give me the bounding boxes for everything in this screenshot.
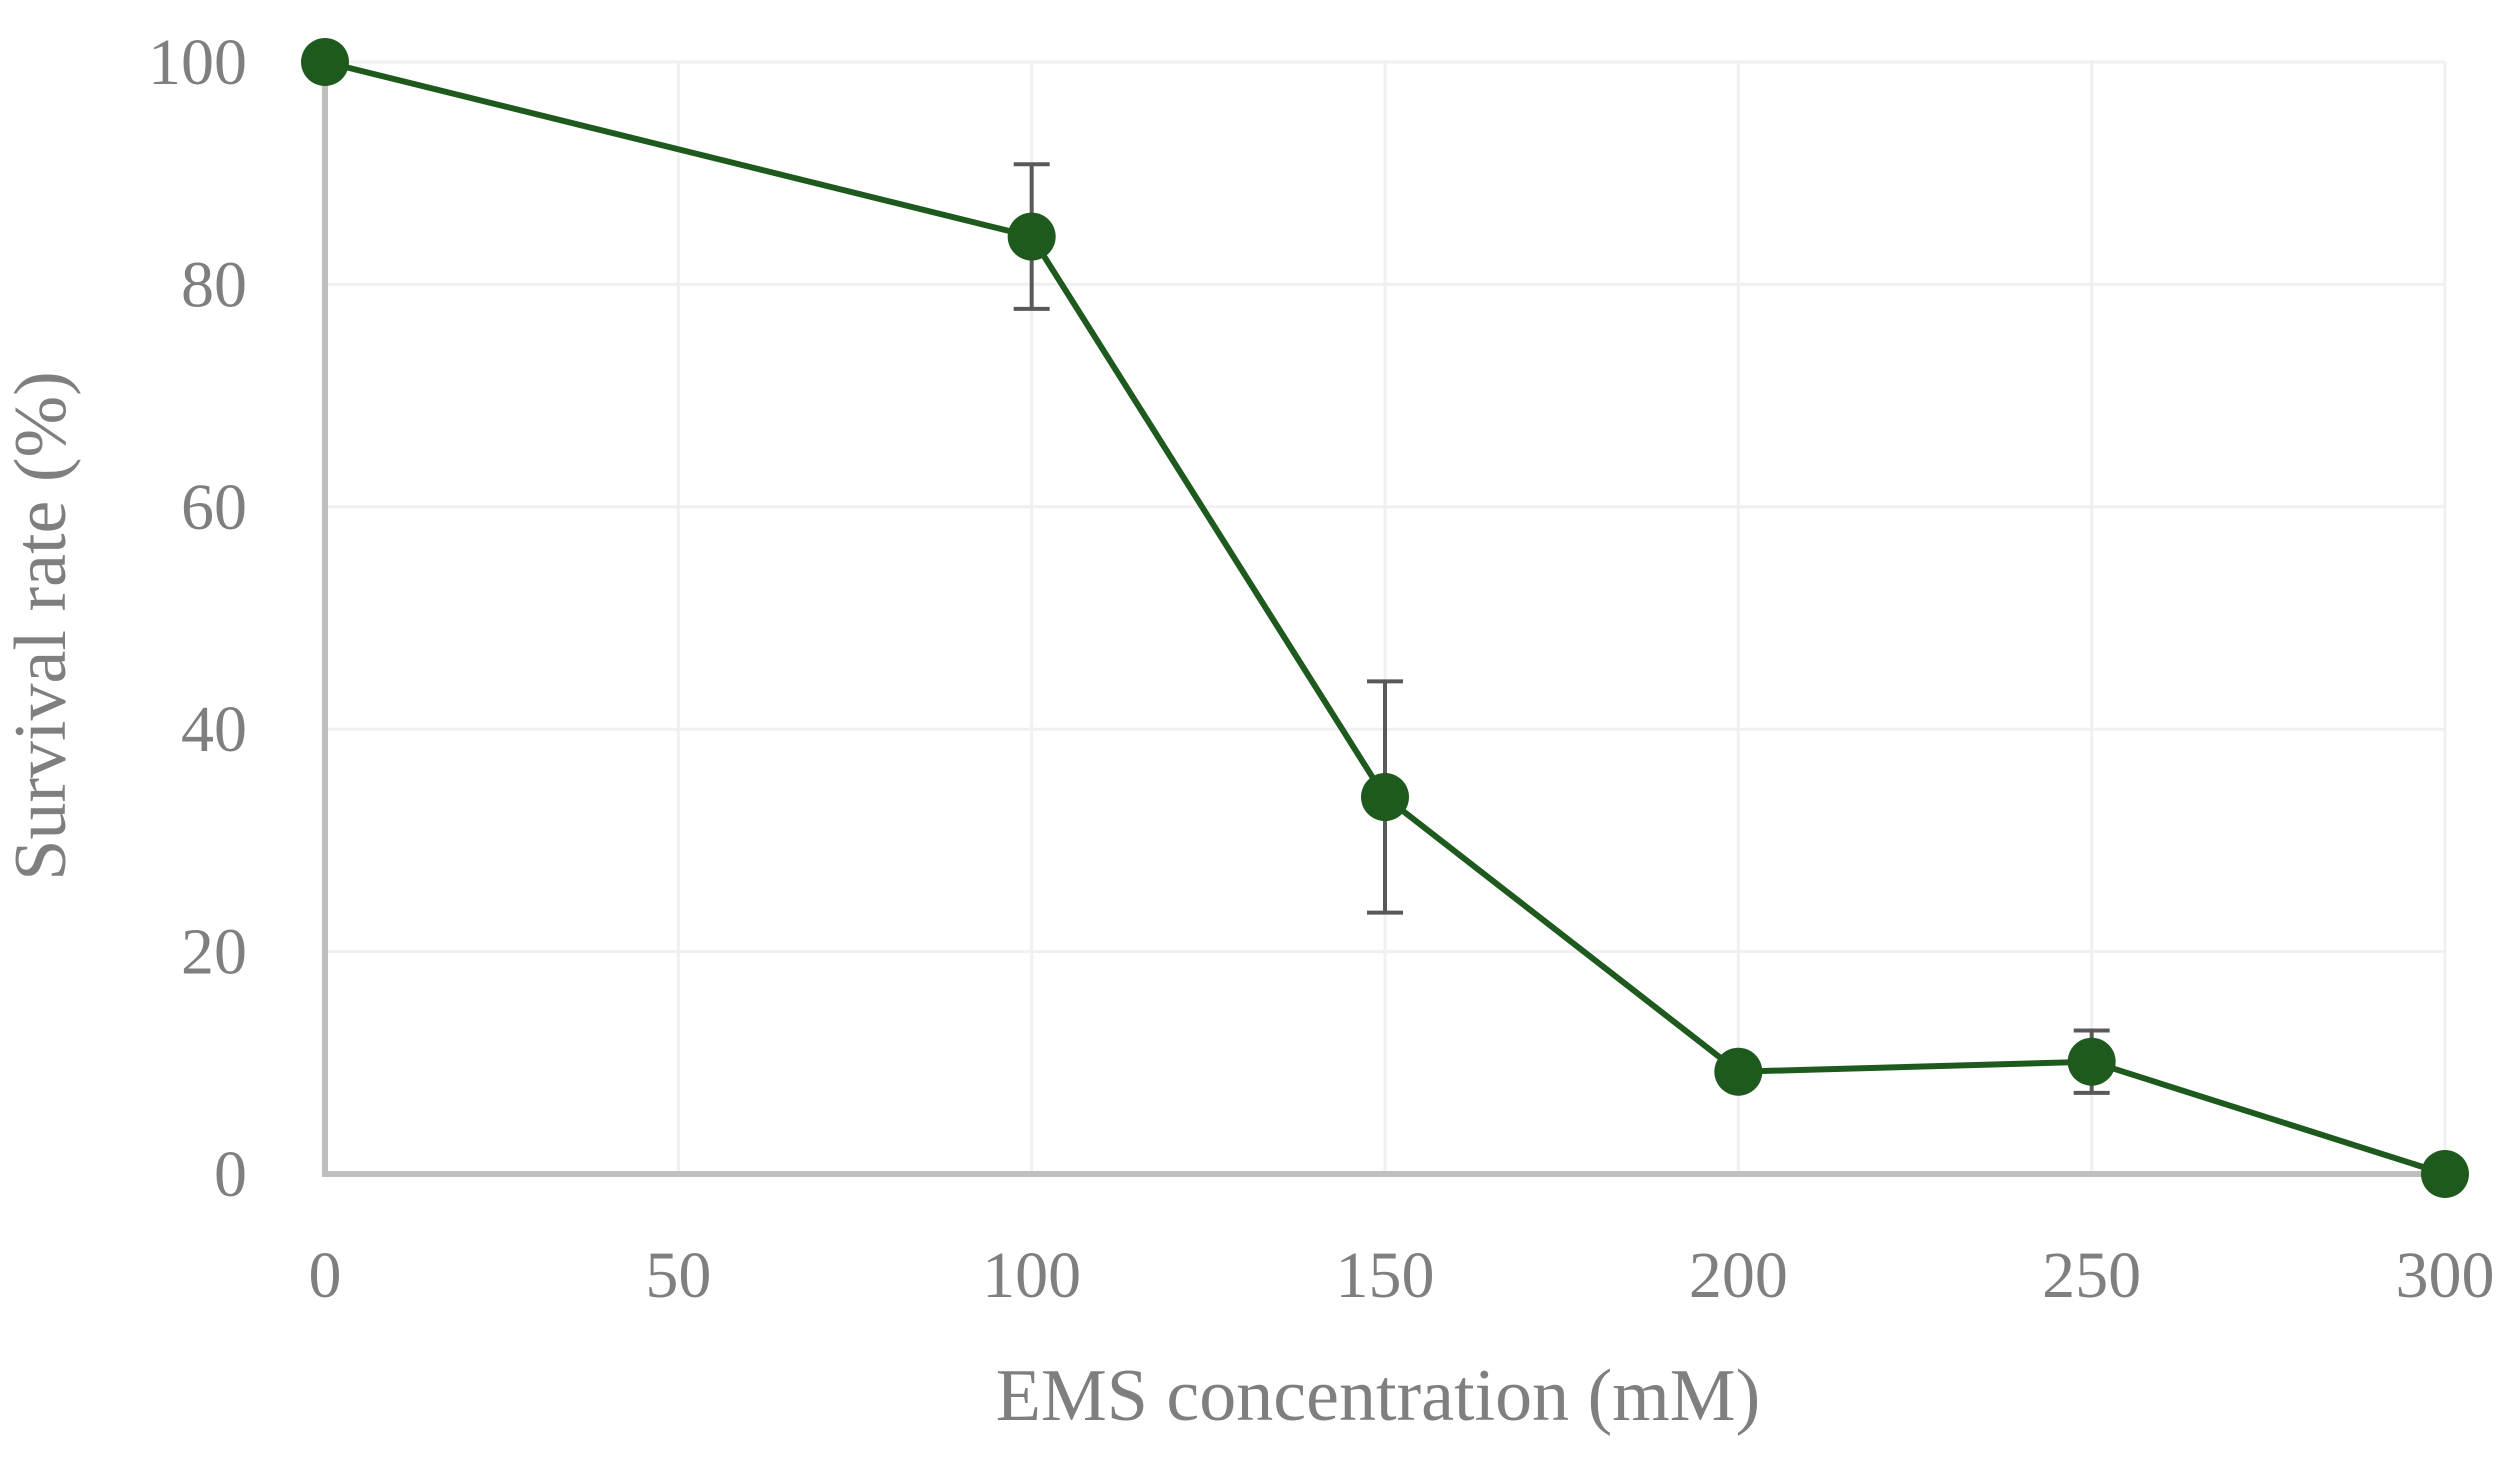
x-axis-title: EMS concentration (mM) — [996, 1355, 1761, 1437]
x-tick-label: 300 — [2396, 1239, 2495, 1312]
data-point — [2421, 1150, 2469, 1198]
x-tick-label: 150 — [1336, 1239, 1435, 1312]
data-point — [301, 38, 349, 86]
data-point — [1007, 212, 1056, 261]
x-tick-label: 200 — [1689, 1239, 1788, 1312]
axes — [322, 62, 2445, 1177]
y-tick-label: 20 — [181, 916, 247, 989]
x-tick-label: 100 — [982, 1239, 1081, 1312]
y-tick-label: 40 — [181, 693, 247, 766]
data-series — [301, 38, 2469, 1198]
y-tick-label: 100 — [148, 26, 247, 99]
x-tick-label: 250 — [2042, 1239, 2141, 1312]
data-point — [1361, 773, 1409, 822]
series-line — [324, 59, 2446, 1177]
y-tick-label: 60 — [181, 471, 247, 544]
y-axis-title: Survival rate (%) — [0, 371, 82, 881]
x-tick-label: 50 — [645, 1239, 711, 1312]
tick-labels: 0 20 40 60 80 100 0 50 100 150 200 250 300 — [148, 26, 2495, 1312]
x-tick-label: 0 — [309, 1239, 342, 1312]
y-tick-label: 80 — [181, 248, 247, 321]
data-point — [2067, 1037, 2116, 1086]
gridlines — [325, 60, 2447, 1174]
data-point — [1714, 1047, 1763, 1096]
y-tick-label: 0 — [214, 1138, 247, 1211]
